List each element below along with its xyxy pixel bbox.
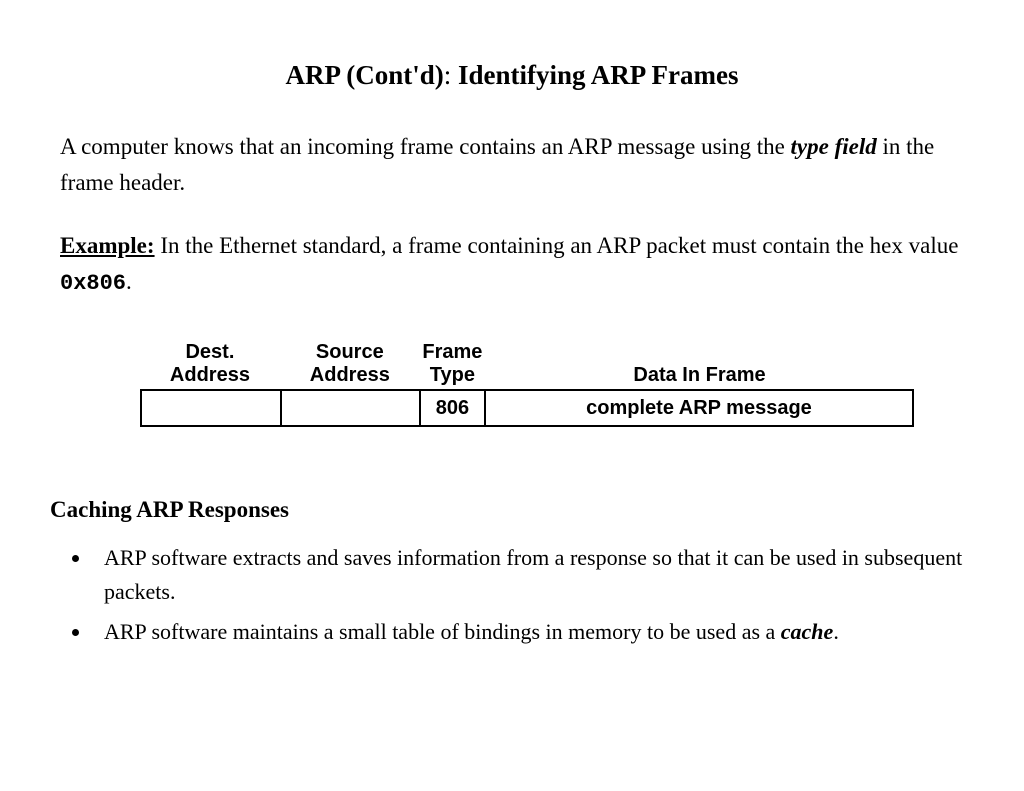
subheading-caching: Caching ARP Responses — [50, 497, 974, 523]
frame-box-3: complete ARP message — [486, 391, 912, 425]
paragraph-intro: A computer knows that an incoming frame … — [50, 129, 974, 200]
bullet-post: . — [833, 619, 839, 644]
para1-emph: type field — [791, 134, 877, 159]
title-colon: : — [444, 60, 458, 90]
frame-header-line1: Source — [280, 341, 420, 364]
frame-header-0: Dest.Address — [140, 341, 280, 387]
title-part2: Identifying ARP Frames — [458, 60, 739, 90]
frame-header-3: Data In Frame — [485, 341, 914, 387]
title-part1: ARP (Cont'd) — [285, 60, 443, 90]
list-item: ARP software extracts and saves informat… — [92, 541, 974, 609]
frame-header-line1: Dest. — [140, 341, 280, 364]
frame-headers-row: Dest.AddressSourceAddressFrameTypeData I… — [140, 341, 914, 387]
list-item: ARP software maintains a small table of … — [92, 615, 974, 649]
bullet-pre: ARP software extracts and saves informat… — [104, 545, 962, 604]
frame-header-line1: Frame — [420, 341, 485, 364]
example-mid: In the Ethernet standard, a frame contai… — [155, 233, 959, 258]
para1-pre: A computer knows that an incoming frame … — [60, 134, 791, 159]
frame-header-1: SourceAddress — [280, 341, 420, 387]
frame-header-line2: Type — [420, 364, 485, 387]
frame-box-0 — [142, 391, 282, 425]
page-title: ARP (Cont'd): Identifying ARP Frames — [50, 60, 974, 91]
slide-page: ARP (Cont'd): Identifying ARP Frames A c… — [0, 0, 1024, 695]
frame-box-1 — [282, 391, 422, 425]
paragraph-example: Example: In the Ethernet standard, a fra… — [50, 228, 974, 301]
bullet-list: ARP software extracts and saves informat… — [50, 541, 974, 649]
example-code: 0x806 — [60, 271, 126, 296]
bullet-emph: cache — [781, 619, 834, 644]
frame-header-line2: Address — [280, 364, 420, 387]
bullet-pre: ARP software maintains a small table of … — [104, 619, 781, 644]
frame-boxes-row: 806complete ARP message — [140, 389, 914, 427]
frame-header-line2: Data In Frame — [485, 364, 914, 387]
frame-box-2: 806 — [421, 391, 486, 425]
frame-header-line2: Address — [140, 364, 280, 387]
example-end: . — [126, 269, 132, 294]
frame-header-2: FrameType — [420, 341, 485, 387]
example-label: Example: — [60, 233, 155, 258]
frame-diagram: Dest.AddressSourceAddressFrameTypeData I… — [140, 341, 914, 427]
